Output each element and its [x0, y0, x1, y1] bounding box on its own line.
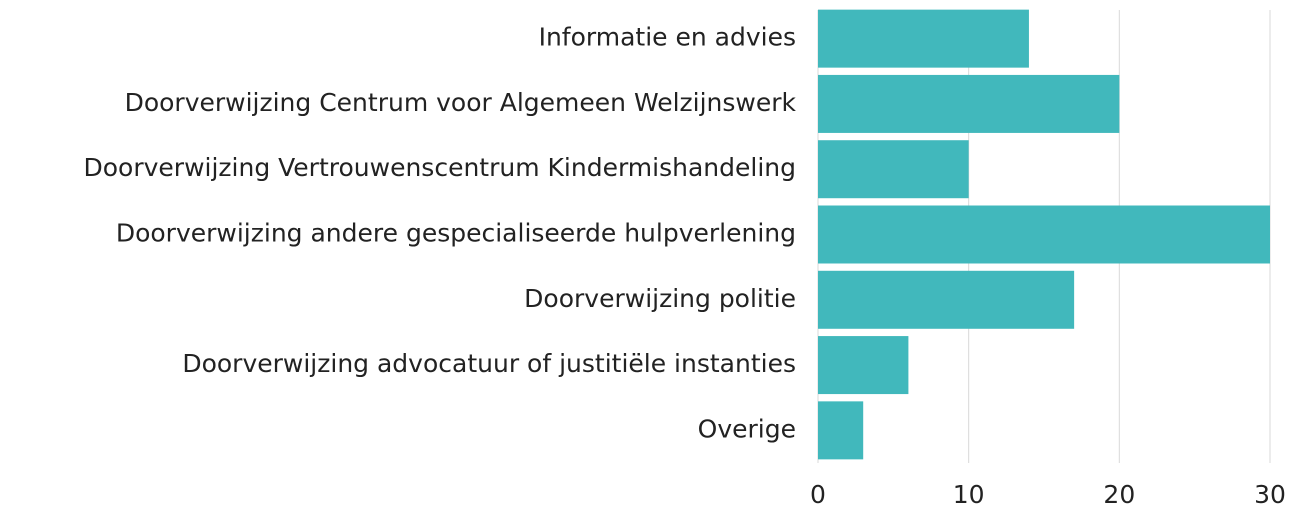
y-tick-label: Doorverwijzing politie: [524, 284, 796, 313]
bar: [818, 270, 1075, 329]
x-tick-label: 30: [1254, 480, 1286, 509]
y-tick-label: Doorverwijzing andere gespecialiseerde h…: [116, 219, 796, 248]
x-tick-label: 20: [1103, 480, 1135, 509]
y-tick-label: Doorverwijzing Vertrouwenscentrum Kinder…: [84, 153, 797, 182]
y-tick-label: Overige: [698, 414, 796, 443]
x-tick-label: 10: [953, 480, 985, 509]
bar: [818, 74, 1120, 133]
bar: [818, 140, 969, 199]
bar: [818, 9, 1029, 68]
y-tick-label: Doorverwijzing Centrum voor Algemeen Wel…: [125, 88, 797, 117]
y-tick-label: Informatie en advies: [539, 23, 796, 52]
y-tick-label: Doorverwijzing advocatuur of justitiële …: [182, 349, 796, 378]
bar: [818, 205, 1270, 264]
bar: [818, 336, 909, 395]
x-tick-label: 0: [810, 480, 826, 509]
bar: [818, 401, 864, 460]
